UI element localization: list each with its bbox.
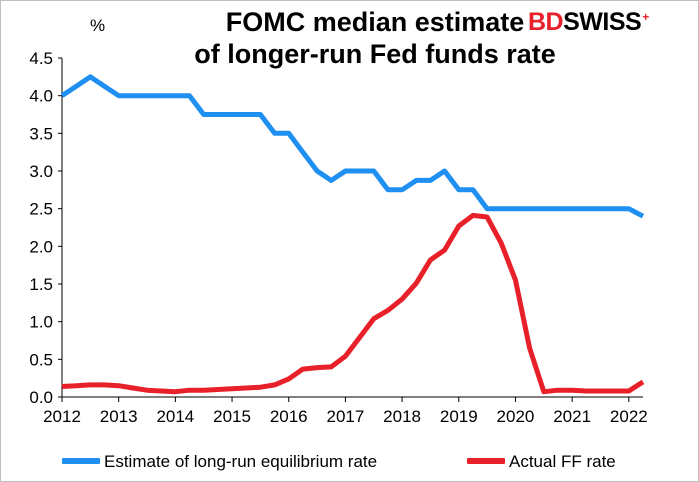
y-tick-label: 4.5 [29,49,53,68]
y-axis-unit: % [90,16,106,35]
x-tick-label: 2015 [213,407,251,426]
x-tick-label: 2012 [43,407,81,426]
y-tick-label: 1.5 [29,275,53,294]
legend-swatch-estimate [62,457,100,464]
y-axis-ticks: 0.0 0.5 1.0 1.5 2.0 2.5 3.0 3.5 4.0 4.5 [29,49,62,407]
y-tick-label: 0.5 [29,350,53,369]
y-tick-label: 2.5 [29,200,53,219]
legend-swatch-actual [467,457,505,464]
legend-label-estimate: Estimate of long-run equilibrium rate [104,452,378,471]
x-tick-label: 2014 [156,407,194,426]
y-tick-label: 4.0 [29,87,53,106]
x-tick-label: 2019 [440,407,478,426]
legend-item-estimate: Estimate of long-run equilibrium rate [62,452,377,472]
x-axis-ticks: 2012 2013 2014 2015 2016 2017 2018 2019 2020 2021… [43,397,648,426]
y-tick-label: 2.0 [29,237,53,256]
y-tick-label: 3.0 [29,162,53,181]
series-line-estimate [60,74,645,219]
x-tick-label: 2016 [270,407,308,426]
legend-item-actual: Actual FF rate [467,452,616,472]
y-tick-label: 1.0 [29,313,53,332]
title-line-2: of longer-run Fed funds rate [194,39,556,69]
x-tick-label: 2020 [497,407,535,426]
series-lines [60,74,645,395]
x-tick-label: 2013 [100,407,138,426]
y-tick-label: 3.5 [29,124,53,143]
series-line-actual [61,212,645,395]
x-tick-label: 2017 [327,407,365,426]
legend-label-actual: Actual FF rate [509,452,616,471]
x-tick-label: 2022 [610,407,648,426]
bdswiss-logo: BDSWISS+ [528,8,649,36]
title-line-1: FOMC median estimate [225,7,525,37]
x-tick-label: 2018 [383,407,421,426]
y-tick-label: 0.0 [29,388,53,407]
x-tick-label: 2021 [553,407,591,426]
chart-title: FOMC median estimate of longer-run Fed f… [150,6,600,70]
axes [61,58,643,398]
